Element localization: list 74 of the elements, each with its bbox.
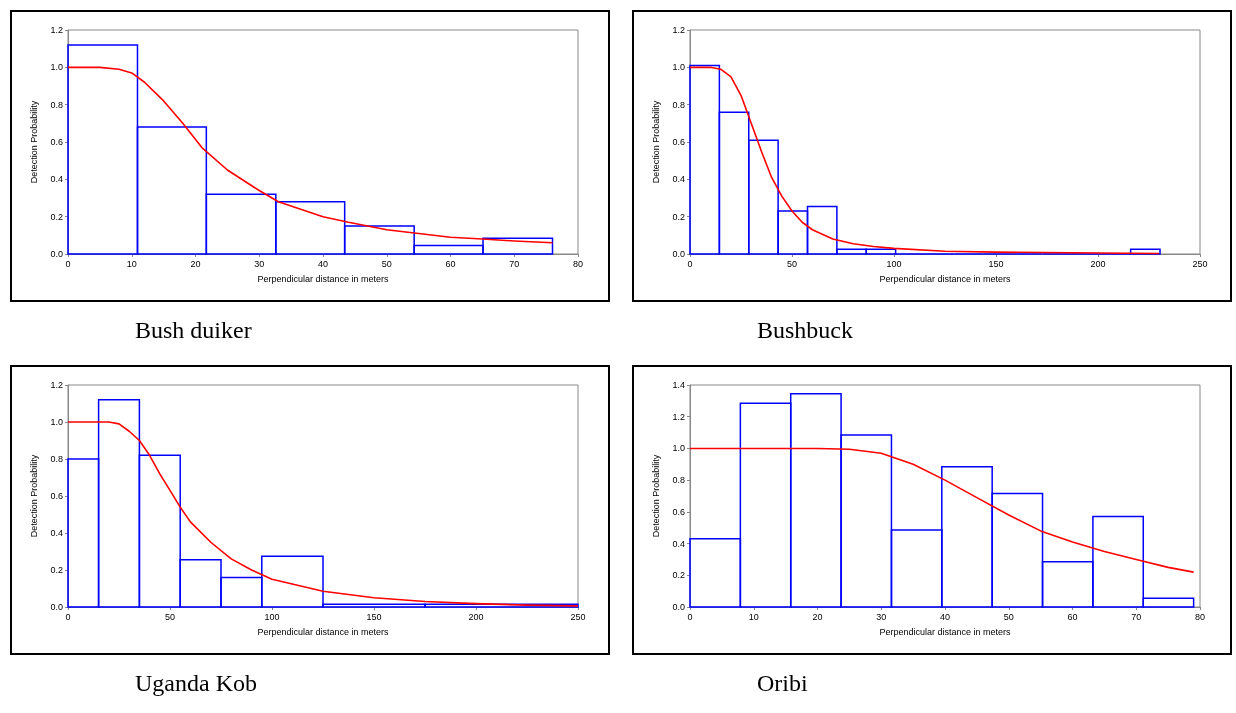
x-tick-label: 20: [812, 611, 823, 622]
x-tick-label: 60: [445, 258, 456, 269]
x-tick-label: 10: [748, 611, 759, 622]
y-tick-label: 0.2: [672, 570, 685, 581]
y-tick-label: 1.2: [50, 380, 63, 390]
y-tick-label: 0.2: [50, 565, 63, 575]
y-tick-label: 0.4: [50, 174, 63, 185]
y-tick-label: 0.6: [50, 137, 63, 147]
x-axis-title: Perpendicular distance in meters: [257, 626, 390, 637]
y-axis-title: Detection Probability: [650, 100, 661, 184]
line-series: [689, 447, 1195, 573]
y-tick-label: 0.6: [672, 137, 685, 147]
x-tick-label: 20: [190, 258, 201, 269]
x-tick-label: 200: [468, 611, 484, 622]
x-tick-label: 50: [164, 611, 176, 622]
y-tick-label: 0.8: [672, 99, 685, 110]
x-tick-label: 60: [1067, 611, 1078, 622]
x-tick-label: 150: [988, 258, 1004, 269]
y-tick-label: 0.0: [50, 602, 63, 612]
y-tick-label: 0.8: [672, 475, 685, 486]
y-tick-label: 0.6: [50, 491, 63, 501]
y-tick-label: 0.8: [50, 99, 63, 110]
x-tick-label: 80: [1194, 611, 1206, 622]
y-tick-label: 0.0: [672, 249, 685, 259]
text: Bush duiker: [135, 317, 252, 344]
y-tick-label: 1.2: [672, 25, 685, 35]
x-tick-label: 200: [1090, 258, 1106, 269]
text: Uganda Kob: [135, 670, 257, 697]
y-tick-label: 1.4: [672, 380, 685, 390]
y-tick-label: 1.2: [672, 411, 685, 422]
x-tick-label: 30: [876, 611, 887, 622]
x-tick-label: 0: [687, 611, 693, 622]
x-tick-label: 10: [126, 258, 137, 269]
x-tick-label: 80: [572, 258, 584, 269]
y-tick-label: 0.8: [50, 454, 63, 464]
x-tick-label: 50: [381, 258, 392, 269]
x-tick-label: 0: [65, 258, 71, 269]
text: Oribi: [757, 670, 808, 697]
y-tick-label: 1.0: [672, 443, 685, 454]
x-tick-label: 30: [254, 258, 265, 269]
line-series: [689, 66, 1160, 255]
x-tick-label: 70: [1131, 611, 1142, 622]
y-tick-label: 0.2: [672, 211, 685, 222]
x-tick-label: 70: [509, 258, 520, 269]
y-tick-label: 0.0: [672, 602, 685, 612]
y-axis-title: Detection Probability: [28, 454, 39, 538]
y-tick-label: 0.2: [50, 211, 63, 222]
x-tick-label: 40: [939, 611, 951, 622]
x-tick-label: 50: [786, 258, 798, 269]
y-tick-label: 1.2: [50, 25, 63, 35]
x-tick-label: 0: [687, 258, 693, 269]
x-tick-label: 150: [366, 611, 382, 622]
y-tick-label: 1.0: [50, 62, 63, 73]
y-tick-label: 1.0: [50, 417, 63, 427]
x-tick-label: 50: [1003, 611, 1014, 622]
x-tick-label: 0: [65, 611, 71, 622]
x-tick-label: 40: [317, 258, 329, 269]
y-axis-title: Detection Probability: [650, 454, 661, 538]
y-tick-label: 0.0: [50, 249, 63, 259]
y-axis-title: Detection Probability: [28, 100, 39, 184]
y-tick-label: 0.4: [672, 538, 685, 549]
y-tick-label: 0.6: [672, 506, 685, 517]
x-axis-title: Perpendicular distance in meters: [879, 626, 1012, 637]
x-tick-label: 250: [1192, 258, 1208, 269]
y-tick-label: 0.4: [672, 174, 685, 185]
x-tick-label: 250: [570, 611, 586, 622]
x-tick-label: 100: [264, 611, 280, 622]
text: Bushbuck: [757, 317, 853, 344]
y-tick-label: 0.4: [50, 528, 63, 538]
line-series: [67, 66, 554, 244]
x-axis-title: Perpendicular distance in meters: [879, 273, 1012, 284]
x-tick-label: 100: [886, 258, 902, 269]
x-axis-title: Perpendicular distance in meters: [257, 273, 390, 284]
y-tick-label: 1.0: [672, 62, 685, 73]
